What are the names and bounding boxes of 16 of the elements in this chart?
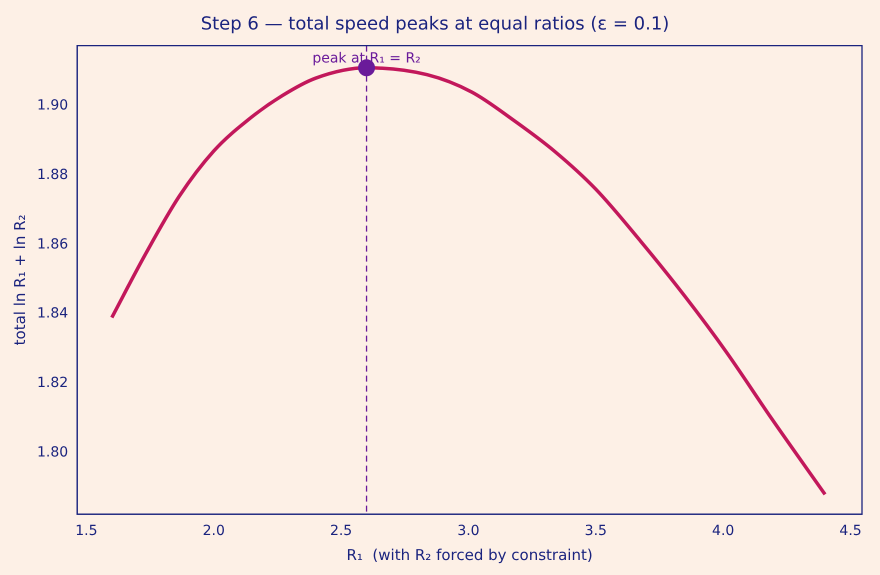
x-tick-label: 4.5	[839, 523, 862, 540]
y-tick-label: 1.82	[37, 375, 68, 392]
x-tick-label: 3.5	[584, 523, 607, 540]
x-axis-title: R₁ (with R₂ forced by constraint)	[346, 546, 593, 564]
y-tick-label: 1.80	[37, 444, 68, 460]
y-tick-label: 1.88	[37, 166, 68, 183]
x-tick-label: 2.5	[330, 523, 352, 540]
x-tick-label: 2.0	[202, 523, 225, 540]
x-tick-label: 3.0	[457, 523, 480, 540]
chart-title: Step 6 — total speed peaks at equal ratios (ε = 0.1)	[200, 13, 670, 34]
y-axis-title: total ln R₁ + ln R₂	[10, 214, 29, 346]
y-tick-label: 1.90	[37, 98, 68, 114]
x-tick-label: 1.5	[75, 523, 98, 540]
x-tick-label: 4.0	[712, 523, 734, 540]
y-tick-label: 1.84	[37, 306, 68, 322]
y-tick-label: 1.86	[37, 236, 68, 252]
